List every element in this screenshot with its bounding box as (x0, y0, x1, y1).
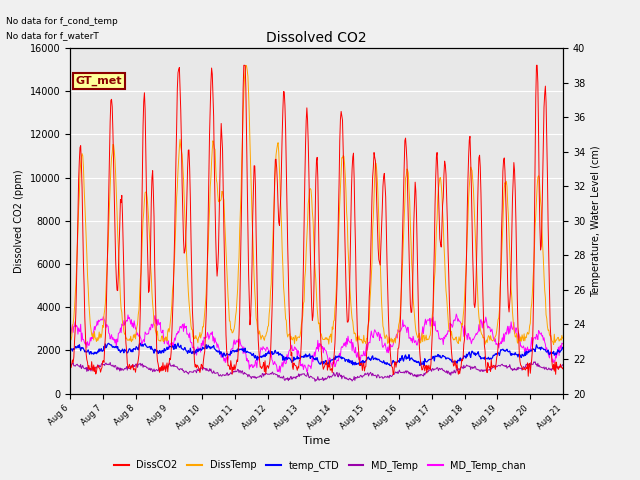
Text: GT_met: GT_met (76, 76, 122, 86)
Text: No data for f_waterT: No data for f_waterT (6, 31, 99, 40)
X-axis label: Time: Time (303, 436, 330, 446)
Legend: DissCO2, DissTemp, temp_CTD, MD_Temp, MD_Temp_chan: DissCO2, DissTemp, temp_CTD, MD_Temp, MD… (110, 456, 530, 475)
Y-axis label: Temperature, Water Level (cm): Temperature, Water Level (cm) (591, 145, 601, 297)
Y-axis label: Dissolved CO2 (ppm): Dissolved CO2 (ppm) (14, 169, 24, 273)
Text: No data for f_cond_temp: No data for f_cond_temp (6, 17, 118, 26)
Title: Dissolved CO2: Dissolved CO2 (266, 32, 367, 46)
